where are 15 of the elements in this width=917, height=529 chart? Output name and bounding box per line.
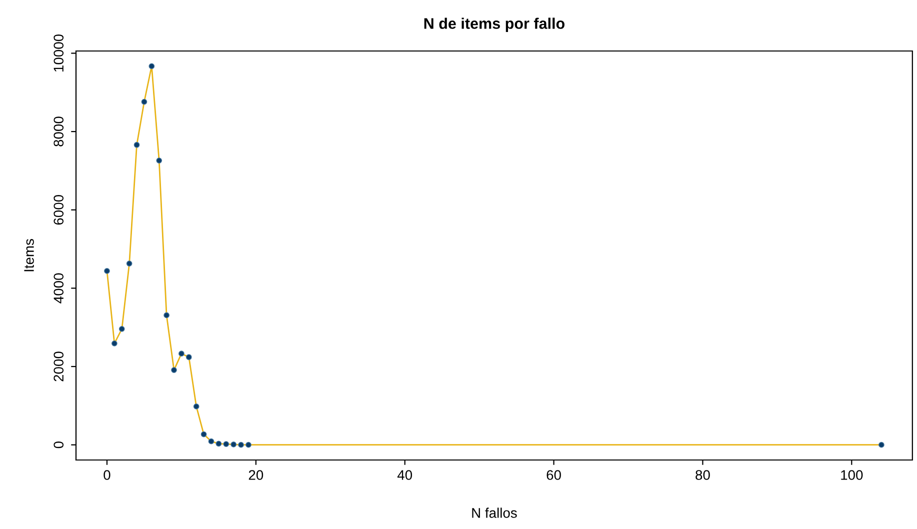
y-tick-label: 4000 (54, 273, 64, 304)
x-tick-label: 80 (696, 470, 710, 480)
x-axis-title: N fallos (472, 508, 517, 518)
y-tick-label: 10000 (54, 34, 64, 72)
x-tick-label: 40 (397, 470, 412, 480)
chart-title: N de items por fallo (424, 18, 564, 32)
x-tick-label: 100 (841, 470, 863, 480)
y-axis-title: Items (24, 239, 34, 272)
y-tick-label: 0 (54, 442, 64, 448)
x-tick-label: 20 (248, 470, 264, 480)
y-tick-label: 8000 (54, 116, 64, 146)
x-tick-label: 0 (104, 470, 110, 480)
x-tick-label: 60 (546, 470, 561, 480)
y-tick-label: 6000 (54, 194, 64, 225)
y-tick-label: 2000 (54, 352, 64, 382)
